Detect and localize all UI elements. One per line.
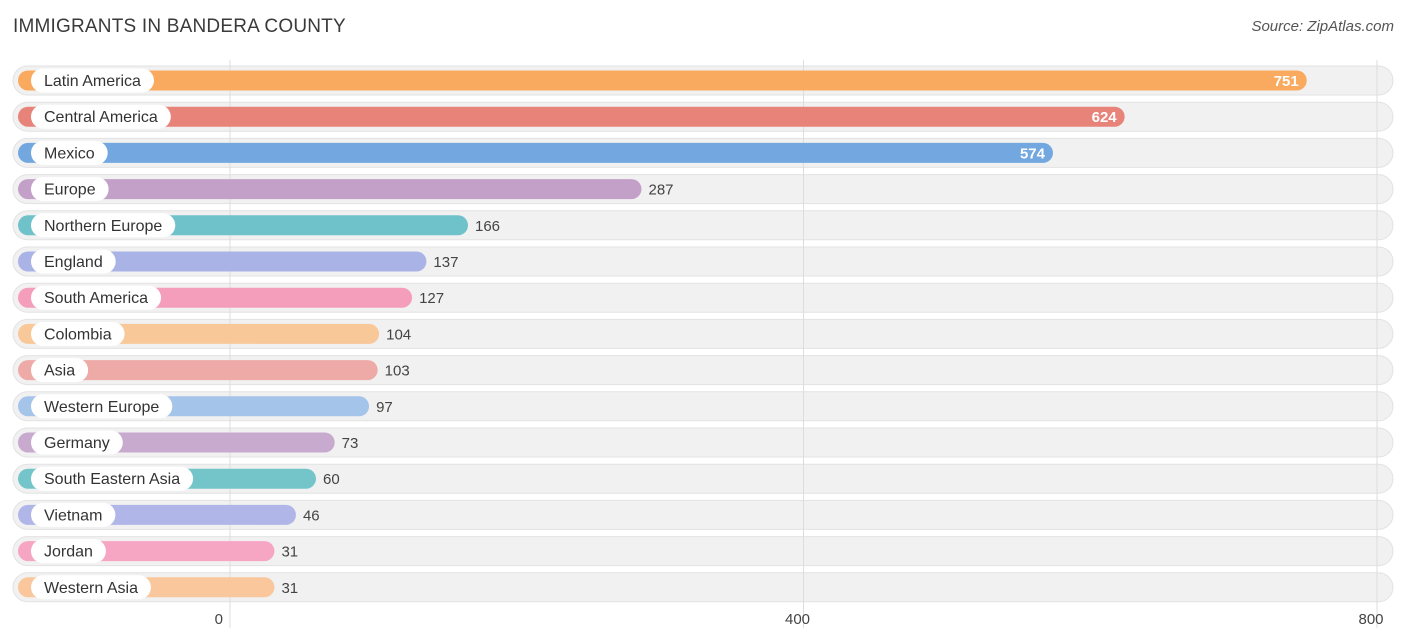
row-background — [12, 499, 1394, 530]
row-background — [12, 536, 1394, 567]
category-label-pill — [31, 358, 89, 383]
category-label: South Eastern Asia — [44, 471, 180, 488]
category-label-pill — [31, 575, 151, 600]
category-label: Central America — [44, 109, 158, 126]
category-label: Vietnam — [44, 507, 102, 524]
bar[interactable] — [18, 106, 1125, 127]
category-label-pill — [31, 249, 116, 274]
category-label: Mexico — [44, 145, 95, 162]
category-label-pill — [31, 285, 162, 310]
bar[interactable] — [18, 179, 642, 200]
value-label: 127 — [419, 290, 444, 307]
category-label: Colombia — [44, 326, 112, 343]
value-label: 166 — [475, 218, 500, 235]
category-label-pill — [31, 177, 109, 202]
value-label: 104 — [386, 326, 411, 343]
category-label: Jordan — [44, 544, 93, 561]
value-label: 624 — [1092, 109, 1118, 126]
category-label-pill — [31, 68, 154, 93]
category-label: Germany — [44, 435, 110, 452]
category-label-pill — [31, 140, 108, 165]
category-label-pill — [31, 104, 171, 129]
row-background — [12, 427, 1394, 458]
category-label: Northern Europe — [44, 218, 162, 235]
category-label-pill — [31, 394, 173, 419]
x-tick-label: 800 — [1358, 611, 1383, 628]
x-tick-label: 400 — [785, 611, 810, 628]
row-background — [12, 463, 1394, 494]
category-label: Asia — [44, 363, 75, 380]
source-label: Source: ZipAtlas.com — [1251, 18, 1394, 35]
category-label: South America — [44, 290, 148, 307]
category-label-pill — [31, 539, 106, 564]
category-label: Western Europe — [44, 399, 159, 416]
category-label: England — [44, 254, 103, 271]
category-label-pill — [31, 213, 176, 238]
value-label: 287 — [648, 182, 673, 199]
category-label-pill — [31, 466, 194, 491]
value-label: 73 — [342, 435, 359, 452]
category-label: Europe — [44, 182, 96, 199]
category-label-pill — [31, 502, 116, 527]
value-label: 137 — [433, 254, 458, 271]
value-label: 574 — [1020, 145, 1046, 162]
value-label: 103 — [385, 363, 410, 380]
row-background — [12, 572, 1394, 603]
value-label: 31 — [281, 544, 298, 561]
bar[interactable] — [18, 70, 1307, 91]
bar[interactable] — [18, 142, 1053, 163]
value-label: 60 — [323, 471, 340, 488]
category-label: Latin America — [44, 73, 141, 90]
chart-title: IMMIGRANTS IN BANDERA COUNTY — [13, 16, 346, 37]
category-label: Western Asia — [44, 580, 138, 597]
category-label-pill — [31, 430, 123, 455]
category-label-pill — [31, 321, 125, 346]
value-label: 46 — [303, 507, 320, 524]
value-label: 31 — [281, 580, 298, 597]
bar[interactable] — [18, 251, 427, 272]
bar[interactable] — [18, 360, 378, 381]
value-label: 97 — [376, 399, 393, 416]
x-tick-label: 0 — [215, 611, 223, 628]
value-label: 751 — [1274, 73, 1299, 90]
